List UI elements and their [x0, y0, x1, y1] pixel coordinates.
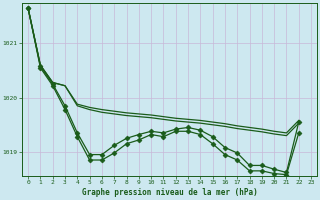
X-axis label: Graphe pression niveau de la mer (hPa): Graphe pression niveau de la mer (hPa) [82, 188, 258, 197]
